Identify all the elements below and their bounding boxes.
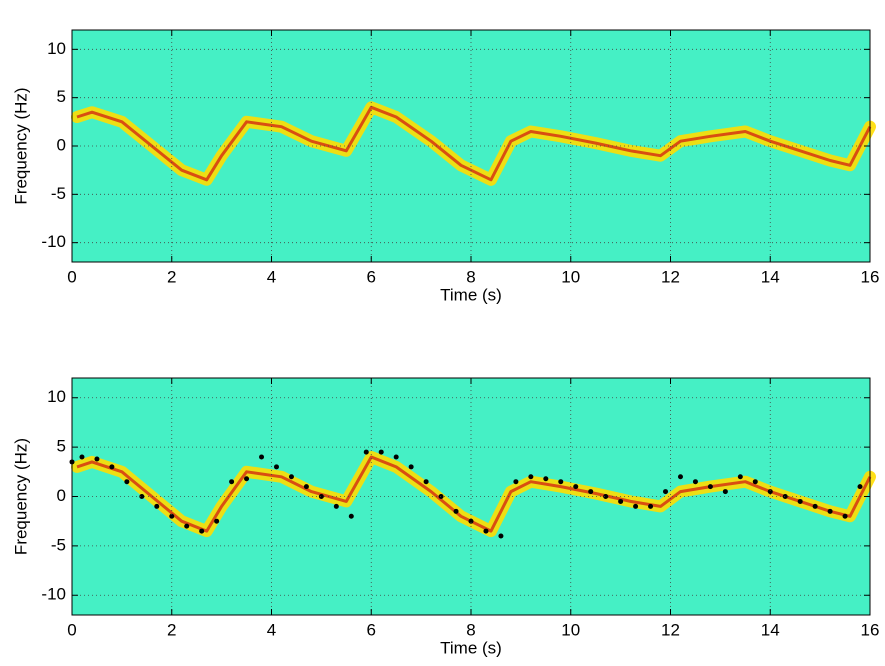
ridge-point bbox=[184, 523, 190, 529]
ridge-point bbox=[154, 503, 160, 509]
ridge-point bbox=[558, 479, 564, 485]
y-tick-label: 0 bbox=[57, 486, 66, 505]
ridge-point bbox=[453, 508, 459, 514]
ridge-point bbox=[588, 489, 594, 495]
x-tick-label: 2 bbox=[167, 267, 176, 286]
ridge-point bbox=[378, 449, 384, 455]
x-tick-label: 8 bbox=[466, 620, 475, 639]
y-tick-label: -10 bbox=[41, 232, 66, 251]
x-tick-label: 0 bbox=[67, 620, 76, 639]
ridge-point bbox=[303, 484, 309, 490]
ridge-point bbox=[408, 464, 414, 470]
ridge-point bbox=[827, 508, 833, 514]
ridge-point bbox=[333, 503, 339, 509]
ridge-point bbox=[603, 494, 609, 499]
ridge-point bbox=[543, 476, 549, 482]
y-axis-label: Frequency (Hz) bbox=[11, 438, 30, 555]
ridge-point bbox=[229, 479, 235, 485]
ridge-point bbox=[737, 474, 743, 480]
x-tick-label: 0 bbox=[67, 267, 76, 286]
ridge-point bbox=[573, 484, 579, 490]
ridge-point bbox=[812, 503, 818, 509]
ridge-point bbox=[423, 479, 429, 485]
y-axis-label: Frequency (Hz) bbox=[11, 87, 30, 204]
ridge-point bbox=[842, 513, 848, 519]
y-tick-label: 5 bbox=[57, 437, 66, 456]
ridge-point bbox=[797, 498, 803, 504]
ridge-point bbox=[259, 454, 265, 460]
y-tick-label: -5 bbox=[51, 184, 66, 203]
ridge-point bbox=[857, 484, 863, 490]
y-tick-label: 10 bbox=[47, 387, 66, 406]
ridge-point bbox=[528, 474, 534, 480]
x-tick-label: 12 bbox=[661, 267, 680, 286]
ridge-point bbox=[348, 513, 354, 519]
x-tick-label: 16 bbox=[861, 267, 880, 286]
plot-background bbox=[72, 378, 870, 615]
ridge-point bbox=[94, 456, 100, 462]
x-tick-label: 6 bbox=[367, 267, 376, 286]
x-tick-label: 10 bbox=[561, 267, 580, 286]
y-tick-label: -10 bbox=[41, 585, 66, 604]
ridge-point bbox=[288, 474, 294, 480]
ridge-point bbox=[618, 498, 624, 504]
ridge-point bbox=[139, 494, 145, 499]
ridge-point bbox=[318, 494, 324, 499]
ridge-point bbox=[468, 518, 474, 524]
y-tick-label: 5 bbox=[57, 87, 66, 106]
x-tick-label: 6 bbox=[367, 620, 376, 639]
ridge-point bbox=[109, 464, 115, 470]
ridge-point bbox=[633, 503, 639, 509]
ridge-point bbox=[648, 503, 654, 509]
x-tick-label: 10 bbox=[561, 620, 580, 639]
y-tick-label: -5 bbox=[51, 535, 66, 554]
plot-frame bbox=[71, 29, 871, 263]
ridge-point bbox=[767, 489, 773, 495]
x-tick-label: 14 bbox=[761, 267, 780, 286]
ridge-point bbox=[438, 494, 444, 499]
ridge-point bbox=[483, 528, 489, 534]
plot-frame bbox=[71, 377, 871, 616]
ridge-point bbox=[692, 479, 698, 485]
ridge-point bbox=[752, 479, 758, 485]
x-tick-label: 8 bbox=[466, 267, 475, 286]
ridge-point bbox=[513, 479, 519, 485]
ridge-point bbox=[244, 476, 250, 482]
ridge-point bbox=[169, 513, 175, 519]
x-tick-label: 4 bbox=[267, 620, 276, 639]
y-tick-label: 10 bbox=[47, 39, 66, 58]
ridge-point bbox=[677, 474, 683, 480]
ridge-core bbox=[76, 105, 872, 182]
ridge-point bbox=[663, 489, 669, 495]
ridge-point bbox=[498, 533, 504, 539]
ridge-point bbox=[393, 454, 399, 460]
y-tick-label: 0 bbox=[57, 135, 66, 154]
x-tick-label: 16 bbox=[861, 620, 880, 639]
ridge-point bbox=[79, 454, 85, 460]
ridge-point bbox=[214, 518, 220, 524]
ridge-point bbox=[124, 479, 130, 485]
x-tick-label: 14 bbox=[761, 620, 780, 639]
ridge-point bbox=[722, 489, 728, 495]
x-axis-label: Time (s) bbox=[440, 285, 502, 304]
x-axis-label: Time (s) bbox=[440, 638, 502, 657]
ridge-point bbox=[199, 528, 205, 534]
x-tick-label: 2 bbox=[167, 620, 176, 639]
ridge-point bbox=[707, 484, 713, 490]
ridge-point bbox=[363, 449, 369, 455]
x-tick-label: 4 bbox=[267, 267, 276, 286]
x-tick-label: 12 bbox=[661, 620, 680, 639]
ridge-point bbox=[273, 464, 279, 470]
ridge-point bbox=[782, 494, 788, 499]
